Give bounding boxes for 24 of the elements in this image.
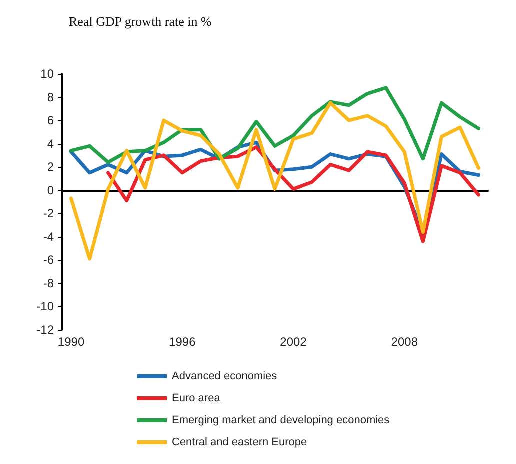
line-series — [70, 86, 480, 164]
chart-title: Real GDP growth rate in % — [69, 14, 212, 29]
y-tick-label: 6 — [47, 114, 54, 128]
y-tick-label: 4 — [47, 136, 54, 151]
line-series — [106, 146, 480, 244]
y-tick-label: 0 — [47, 183, 54, 198]
legend-label: Central and eastern Europe — [172, 436, 308, 448]
legend-label: Euro area — [172, 392, 222, 404]
y-tick-label: -12 — [36, 323, 54, 337]
legend-label: Emerging market and developing economies — [172, 414, 390, 426]
y-tick-label: -8 — [43, 276, 54, 290]
y-tick-label: 10 — [40, 67, 54, 81]
y-tick-label: -6 — [43, 253, 54, 268]
x-tick-label: 1996 — [169, 335, 196, 349]
y-tick-label: -4 — [43, 230, 54, 244]
x-tick-label: 2002 — [280, 335, 308, 349]
line-series — [70, 101, 480, 261]
y-tick-label: -10 — [36, 300, 54, 314]
y-tick-label: -2 — [43, 206, 54, 221]
legend-label: Advanced economies — [172, 370, 278, 382]
y-tick-label: 8 — [47, 90, 54, 104]
y-tick-label: 2 — [47, 160, 54, 174]
x-tick-label: 2008 — [391, 335, 418, 349]
x-tick-label: 1990 — [58, 335, 85, 349]
